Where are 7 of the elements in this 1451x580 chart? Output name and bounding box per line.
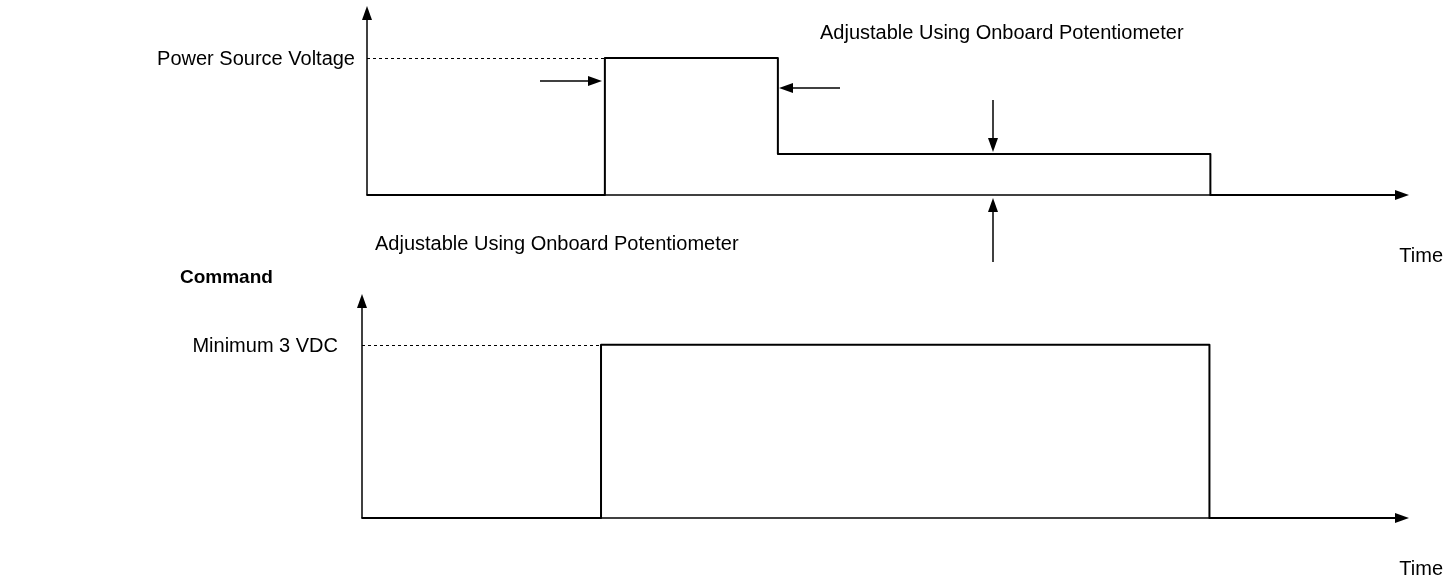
text: Minimum 3 VDC [192,334,338,356]
text: Power Source Voltage [157,47,355,69]
text: Adjustable Using Onboard Potentiometer [375,232,739,254]
x-axis-title: Time [1399,557,1443,579]
chart-title: Command [180,266,273,287]
x-axis-title: Time [1399,244,1443,266]
text: Adjustable Using Onboard Potentiometer [820,21,1184,43]
